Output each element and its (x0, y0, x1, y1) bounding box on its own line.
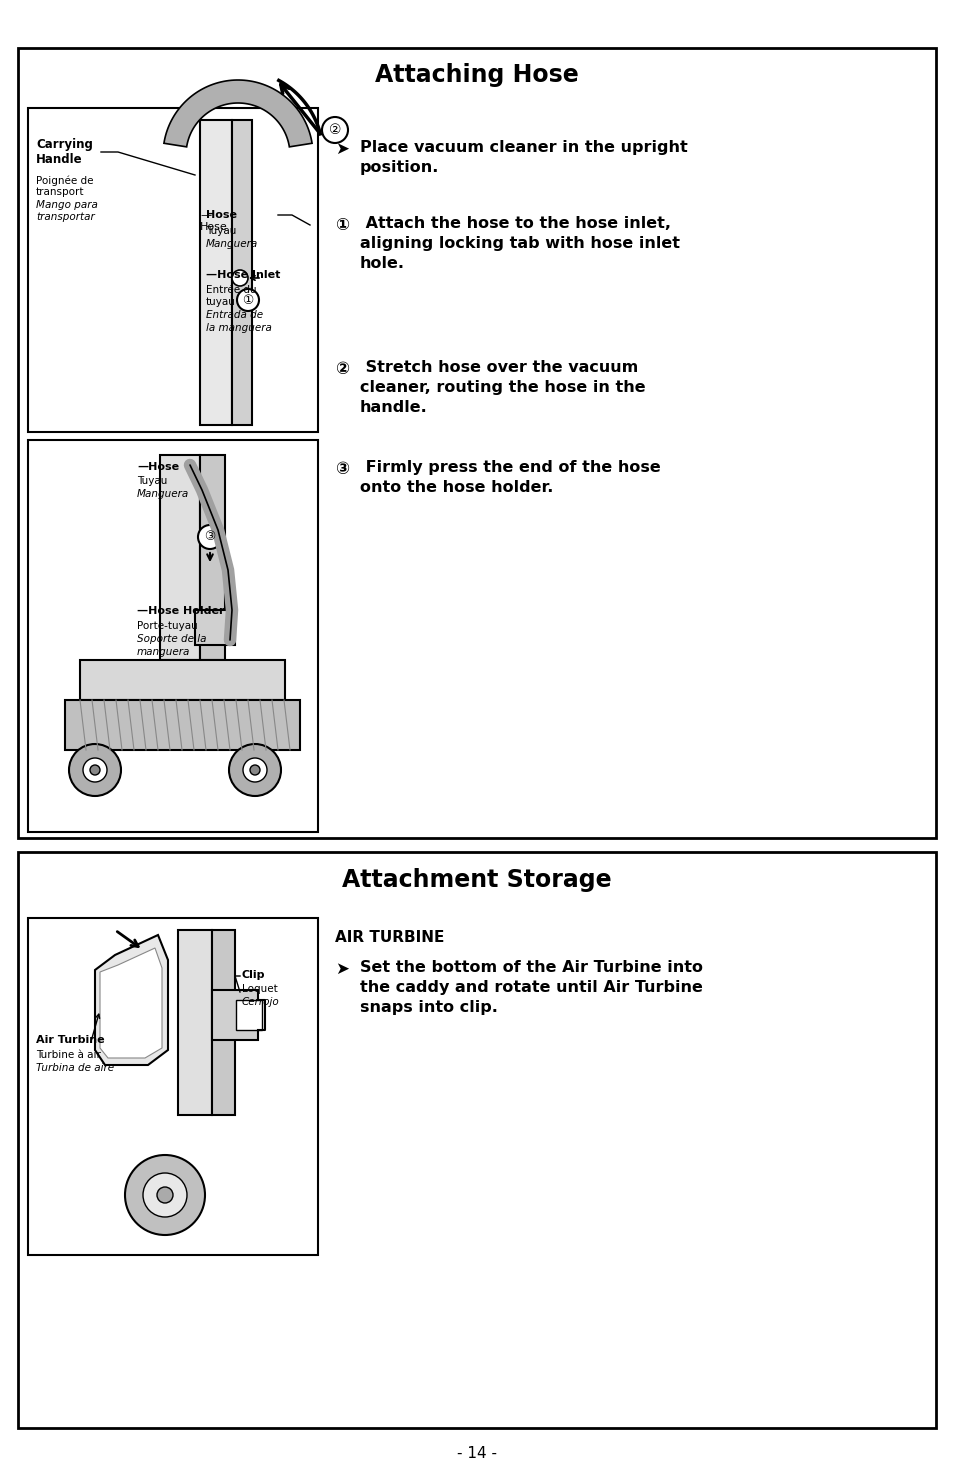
Text: ②: ② (329, 122, 341, 137)
Text: la manguera: la manguera (206, 323, 272, 333)
Bar (200, 454, 225, 659)
Circle shape (236, 289, 258, 311)
Circle shape (69, 743, 121, 796)
Text: Mango para
transportar: Mango para transportar (36, 201, 98, 221)
Text: Attachment Storage: Attachment Storage (342, 867, 611, 892)
Text: —
Hose: — Hose (200, 209, 228, 232)
Bar (232, 119, 252, 425)
Bar (18, 49, 935, 838)
Circle shape (83, 758, 107, 782)
Text: ➤: ➤ (335, 960, 349, 978)
Bar (200, 119, 232, 425)
Text: Soporte de la: Soporte de la (137, 634, 206, 645)
Circle shape (250, 766, 260, 774)
Polygon shape (100, 948, 162, 1058)
Text: —Hose: —Hose (137, 462, 179, 472)
Text: AIR TURBINE: AIR TURBINE (335, 931, 444, 945)
Text: Attach the hose to the hose inlet,
aligning locking tab with hose inlet
hole.: Attach the hose to the hose inlet, align… (359, 215, 679, 270)
Text: Carrying
Handle: Carrying Handle (36, 139, 92, 167)
Bar (65, 701, 299, 749)
Text: ①: ① (335, 215, 349, 235)
Text: Clip: Clip (242, 971, 265, 979)
Text: Air Turbine: Air Turbine (36, 1035, 105, 1044)
Bar (28, 440, 317, 832)
Text: Place vacuum cleaner in the upright
position.: Place vacuum cleaner in the upright posi… (359, 140, 687, 176)
Text: ➤: ➤ (335, 140, 349, 158)
Circle shape (232, 270, 248, 286)
Text: Porte-tuyau: Porte-tuyau (137, 621, 197, 631)
Bar (28, 108, 317, 432)
Text: Hose: Hose (206, 209, 236, 220)
Text: ③: ③ (335, 460, 349, 478)
Polygon shape (164, 80, 312, 148)
Circle shape (90, 766, 100, 774)
Text: Firmly press the end of the hose
onto the hose holder.: Firmly press the end of the hose onto th… (359, 460, 660, 494)
Text: Attaching Hose: Attaching Hose (375, 63, 578, 87)
Bar (194, 611, 234, 645)
Text: Poignée de
transport: Poignée de transport (36, 176, 93, 198)
Bar (160, 454, 200, 659)
Circle shape (229, 743, 281, 796)
Circle shape (322, 117, 348, 143)
Text: ①: ① (242, 294, 253, 307)
Bar (212, 990, 257, 1040)
Polygon shape (95, 935, 168, 1065)
Circle shape (143, 1173, 187, 1217)
Bar (178, 931, 212, 1115)
Bar (80, 659, 285, 701)
Text: —Hose Holder: —Hose Holder (137, 606, 224, 617)
Circle shape (243, 758, 267, 782)
Text: tuyau: tuyau (206, 296, 235, 307)
Bar (18, 853, 935, 1428)
Circle shape (157, 1187, 172, 1204)
Text: —Hose Inlet: —Hose Inlet (206, 270, 280, 280)
Circle shape (125, 1155, 205, 1235)
Text: Set the bottom of the Air Turbine into
the caddy and rotate until Air Turbine
sn: Set the bottom of the Air Turbine into t… (359, 960, 702, 1015)
Text: Manguera: Manguera (206, 239, 258, 249)
Text: Tuyau: Tuyau (137, 476, 167, 485)
Text: Turbine à air: Turbine à air (36, 1050, 101, 1061)
Text: Loquet: Loquet (242, 984, 277, 994)
Text: ②: ② (335, 360, 349, 378)
Bar (235, 1000, 262, 1030)
Text: Turbina de aire: Turbina de aire (36, 1063, 114, 1072)
Text: ③: ③ (204, 531, 215, 543)
Text: Manguera: Manguera (137, 490, 189, 499)
Text: Entrada de: Entrada de (206, 310, 263, 320)
Text: Tuyau: Tuyau (206, 226, 236, 236)
Text: Cerrojo: Cerrojo (242, 997, 279, 1007)
Text: Stretch hose over the vacuum
cleaner, routing the hose in the
handle.: Stretch hose over the vacuum cleaner, ro… (359, 360, 645, 414)
Text: - 14 -: - 14 - (456, 1446, 497, 1460)
Bar (212, 931, 234, 1115)
Text: Entrée du: Entrée du (206, 285, 256, 295)
Bar (28, 917, 317, 1255)
Text: manguera: manguera (137, 648, 191, 656)
Circle shape (198, 525, 222, 549)
